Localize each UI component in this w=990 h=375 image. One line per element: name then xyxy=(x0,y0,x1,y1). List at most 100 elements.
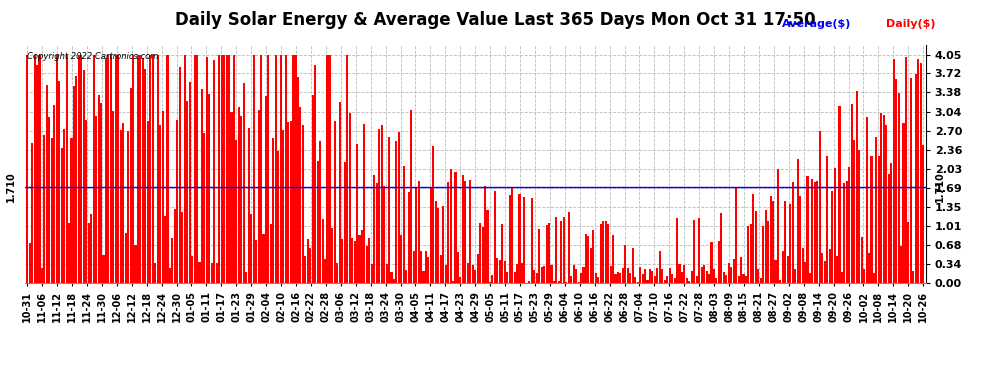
Bar xyxy=(550,265,552,283)
Bar xyxy=(457,252,459,283)
Bar xyxy=(75,76,77,283)
Bar xyxy=(267,55,269,283)
Bar xyxy=(241,116,243,283)
Bar xyxy=(284,55,287,283)
Bar xyxy=(375,183,378,283)
Bar xyxy=(390,272,393,283)
Bar xyxy=(324,259,326,283)
Bar xyxy=(903,123,905,283)
Bar xyxy=(304,255,306,283)
Bar xyxy=(794,269,796,283)
Bar xyxy=(400,235,402,283)
Bar xyxy=(792,182,794,283)
Bar xyxy=(90,214,92,283)
Bar xyxy=(706,271,708,283)
Bar xyxy=(125,232,127,283)
Bar xyxy=(836,256,839,283)
Bar xyxy=(744,276,747,283)
Bar xyxy=(580,273,582,283)
Bar xyxy=(332,228,334,283)
Bar xyxy=(339,102,341,283)
Bar xyxy=(777,169,779,283)
Bar xyxy=(868,253,870,283)
Bar xyxy=(65,55,67,283)
Bar xyxy=(499,260,501,283)
Bar xyxy=(733,258,735,283)
Bar xyxy=(484,186,486,283)
Bar xyxy=(658,251,661,283)
Bar xyxy=(553,281,555,283)
Bar xyxy=(137,55,139,283)
Bar xyxy=(721,213,723,283)
Bar xyxy=(334,121,336,283)
Bar xyxy=(46,86,48,283)
Bar xyxy=(635,277,637,283)
Bar xyxy=(656,268,658,283)
Bar xyxy=(575,269,577,283)
Bar xyxy=(752,194,754,283)
Bar xyxy=(474,270,476,283)
Bar xyxy=(642,274,644,283)
Bar xyxy=(668,268,670,283)
Bar xyxy=(646,280,648,283)
Bar xyxy=(449,169,451,283)
Bar xyxy=(228,55,230,283)
Bar xyxy=(893,59,895,283)
Bar xyxy=(435,201,437,283)
Bar xyxy=(112,111,115,283)
Bar xyxy=(464,181,466,283)
Bar xyxy=(243,83,245,283)
Bar xyxy=(408,192,410,283)
Bar xyxy=(855,91,857,283)
Bar xyxy=(534,270,536,283)
Bar xyxy=(740,256,742,283)
Bar xyxy=(883,114,885,283)
Bar xyxy=(206,57,208,283)
Bar xyxy=(681,272,683,283)
Bar xyxy=(260,55,262,283)
Bar xyxy=(346,55,348,283)
Bar xyxy=(718,241,720,283)
Bar xyxy=(405,270,407,283)
Bar xyxy=(292,55,294,283)
Bar xyxy=(103,255,105,283)
Bar xyxy=(208,94,211,283)
Bar xyxy=(186,101,188,283)
Bar xyxy=(860,237,862,283)
Bar xyxy=(294,55,297,283)
Bar xyxy=(577,282,579,283)
Bar xyxy=(501,224,503,283)
Bar xyxy=(895,79,897,283)
Bar xyxy=(149,55,151,283)
Bar xyxy=(181,211,183,283)
Bar xyxy=(799,196,801,283)
Bar xyxy=(250,214,252,283)
Bar xyxy=(203,133,206,283)
Bar xyxy=(807,176,809,283)
Bar xyxy=(890,163,892,283)
Bar xyxy=(70,138,72,283)
Bar xyxy=(226,55,228,283)
Bar xyxy=(784,201,786,283)
Bar xyxy=(425,251,427,283)
Bar xyxy=(824,261,826,283)
Bar xyxy=(147,121,148,283)
Bar xyxy=(418,181,420,283)
Bar xyxy=(693,220,695,283)
Bar xyxy=(361,230,363,283)
Bar xyxy=(850,104,852,283)
Bar xyxy=(130,88,132,283)
Bar xyxy=(622,268,624,283)
Bar xyxy=(115,55,117,283)
Bar xyxy=(280,55,282,283)
Bar xyxy=(353,241,355,283)
Bar xyxy=(39,55,41,283)
Bar xyxy=(524,197,526,283)
Bar xyxy=(666,276,668,283)
Bar xyxy=(615,274,617,283)
Bar xyxy=(514,272,516,283)
Bar xyxy=(627,268,629,283)
Bar xyxy=(845,181,847,283)
Bar xyxy=(726,274,728,283)
Bar xyxy=(471,265,474,283)
